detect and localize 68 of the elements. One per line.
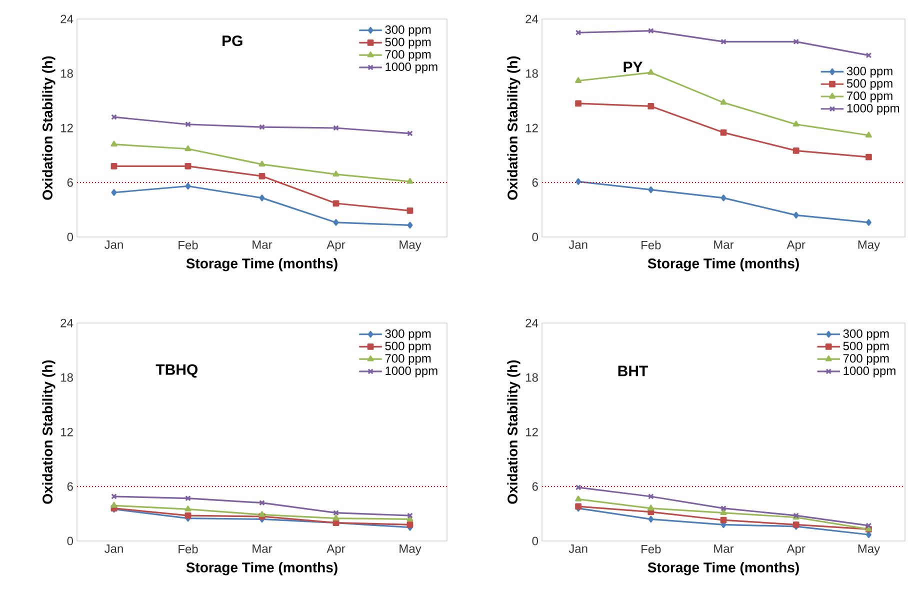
y-tick-label: 24 — [60, 14, 74, 24]
x-tick-label: Apr — [326, 544, 346, 556]
legend-label: 500 ppm — [385, 38, 431, 49]
y-axis-title: Oxidation Stability (h) — [42, 360, 56, 504]
x-tick-label: Jan — [104, 544, 123, 553]
legend-label: 1000 ppm — [386, 366, 438, 378]
y-tick-label: 12 — [61, 428, 73, 436]
legend-label: 700 ppm — [843, 354, 889, 366]
y-tick-label: 6 — [532, 482, 538, 491]
x-tick-label: Apr — [326, 240, 346, 252]
legend-label: 500 ppm — [846, 79, 892, 90]
y-tick-label: 12 — [526, 428, 538, 436]
x-tick-label: Jan — [568, 544, 588, 553]
legend-label: 1000 ppm — [386, 62, 438, 74]
text: TBHQ — [156, 364, 198, 378]
y-tick-label: 0 — [532, 232, 538, 242]
x-tick-label: Feb — [178, 544, 198, 554]
x-tick-label: May — [400, 544, 422, 556]
legend-label: 1000 ppm — [844, 366, 896, 378]
y-tick-label: 12 — [526, 124, 538, 132]
x-axis-title: Storage Time (months) — [186, 562, 338, 576]
y-tick-label: 0 — [532, 536, 538, 546]
y-tick-label: 18 — [61, 373, 73, 382]
y-tick-label: 18 — [61, 69, 73, 78]
x-axis-title: Storage Time (months) — [648, 562, 799, 576]
x-axis-title: Storage Time (months) — [648, 258, 799, 272]
y-tick-label: 18 — [526, 373, 538, 382]
legend-label: 700 ppm — [385, 354, 431, 366]
x-tick-label: Feb — [642, 240, 661, 250]
x-tick-label: Mar — [714, 544, 734, 553]
x-tick-label: Apr — [786, 240, 806, 252]
text: BHT — [618, 366, 648, 376]
legend-label: 500 ppm — [385, 342, 431, 353]
x-tick-label: Feb — [642, 544, 661, 554]
y-axis-title: Oxidation Stability (h) — [507, 360, 520, 504]
y-tick-label: 24 — [526, 318, 538, 328]
legend-label: 300 ppm — [385, 25, 431, 36]
legend-label: 300 ppm — [385, 329, 431, 340]
x-tick-label: May — [858, 240, 880, 252]
x-tick-label: Mar — [252, 544, 272, 553]
legend-label: 700 ppm — [385, 50, 431, 62]
y-tick-label: 6 — [67, 482, 73, 491]
text: PG — [222, 35, 242, 46]
y-tick-label: 12 — [61, 124, 73, 132]
y-tick-label: 0 — [67, 536, 74, 546]
y-tick-label: 18 — [526, 69, 538, 78]
legend-label: 300 ppm — [846, 66, 892, 78]
x-tick-label: Mar — [714, 240, 734, 249]
text: PY — [624, 62, 643, 72]
x-tick-label: May — [400, 240, 422, 252]
x-tick-label: Apr — [786, 544, 806, 556]
y-tick-label: 0 — [67, 232, 74, 242]
x-tick-label: Feb — [178, 240, 198, 250]
legend-label: 300 ppm — [843, 329, 889, 340]
y-axis-title: Oxidation Stability (h) — [42, 56, 56, 200]
x-axis-title: Storage Time (months) — [186, 258, 338, 272]
y-tick-label: 6 — [67, 178, 73, 187]
x-tick-label: Mar — [252, 240, 272, 249]
legend-label: 700 ppm — [847, 92, 892, 102]
x-tick-label: Jan — [568, 240, 588, 249]
legend-label: 1000 ppm — [847, 104, 899, 115]
x-tick-label: Jan — [104, 240, 123, 249]
y-tick-label: 6 — [532, 178, 538, 187]
y-tick-label: 24 — [526, 14, 538, 24]
y-axis-title: Oxidation Stability (h) — [507, 56, 520, 200]
y-tick-label: 24 — [60, 318, 74, 328]
x-tick-label: May — [858, 544, 880, 556]
legend-label: 500 ppm — [843, 342, 889, 353]
